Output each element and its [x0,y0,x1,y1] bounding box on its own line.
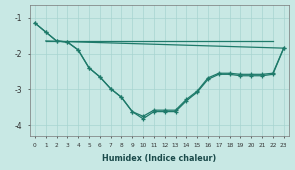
X-axis label: Humidex (Indice chaleur): Humidex (Indice chaleur) [102,154,217,163]
